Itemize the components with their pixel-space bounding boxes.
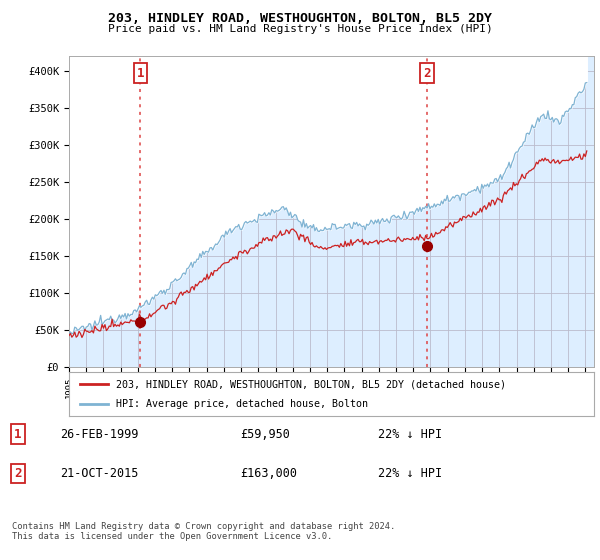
Text: Price paid vs. HM Land Registry's House Price Index (HPI): Price paid vs. HM Land Registry's House …: [107, 24, 493, 34]
Text: 203, HINDLEY ROAD, WESTHOUGHTON, BOLTON, BL5 2DY: 203, HINDLEY ROAD, WESTHOUGHTON, BOLTON,…: [108, 12, 492, 25]
Text: 203, HINDLEY ROAD, WESTHOUGHTON, BOLTON, BL5 2DY (detached house): 203, HINDLEY ROAD, WESTHOUGHTON, BOLTON,…: [116, 379, 506, 389]
Text: 1: 1: [137, 67, 144, 80]
Text: 21-OCT-2015: 21-OCT-2015: [60, 466, 139, 480]
Text: £163,000: £163,000: [240, 466, 297, 480]
Text: £59,950: £59,950: [240, 427, 290, 441]
Text: 1: 1: [14, 427, 22, 441]
Text: 2: 2: [423, 67, 431, 80]
Text: Contains HM Land Registry data © Crown copyright and database right 2024.
This d: Contains HM Land Registry data © Crown c…: [12, 522, 395, 542]
Text: HPI: Average price, detached house, Bolton: HPI: Average price, detached house, Bolt…: [116, 399, 368, 409]
Text: 22% ↓ HPI: 22% ↓ HPI: [378, 466, 442, 480]
Text: 26-FEB-1999: 26-FEB-1999: [60, 427, 139, 441]
Text: 2: 2: [14, 466, 22, 480]
Text: 22% ↓ HPI: 22% ↓ HPI: [378, 427, 442, 441]
